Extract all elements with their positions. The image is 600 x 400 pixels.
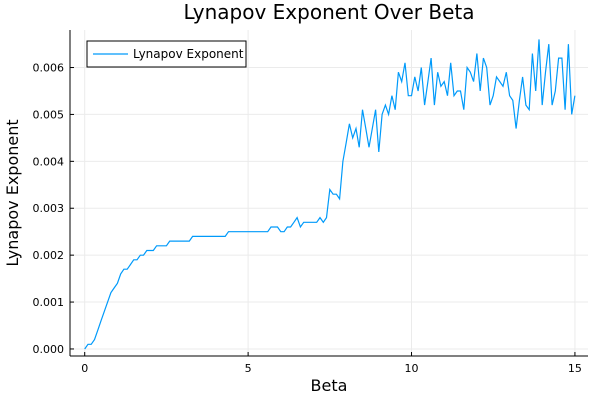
x-tick-label: 0 <box>81 362 88 375</box>
x-tick-label: 5 <box>245 362 252 375</box>
y-tick-label: 0.005 <box>33 108 65 121</box>
y-tick-label: 0.000 <box>33 343 65 356</box>
y-axis-label: Lynapov Exponent <box>3 119 22 266</box>
y-tick-label: 0.004 <box>33 155 65 168</box>
chart-title: Lynapov Exponent Over Beta <box>183 0 474 24</box>
y-tick-label: 0.003 <box>33 202 65 215</box>
series-line-lynapov-exponent <box>84 39 576 350</box>
x-tick-label: 10 <box>405 362 419 375</box>
legend-label: Lynapov Exponent <box>133 47 244 61</box>
ticks: 0 5 10 15 0.000 0.001 0.002 0.003 0.004 0.005 0.00… <box>33 62 582 375</box>
x-axis-label: Beta <box>311 376 348 395</box>
legend: Lynapov Exponent <box>86 40 247 68</box>
y-tick-label: 0.001 <box>33 296 65 309</box>
x-tick-label: 15 <box>568 362 582 375</box>
grid <box>70 30 588 356</box>
y-tick-label: 0.002 <box>33 249 65 262</box>
y-tick-label: 0.006 <box>33 62 65 75</box>
